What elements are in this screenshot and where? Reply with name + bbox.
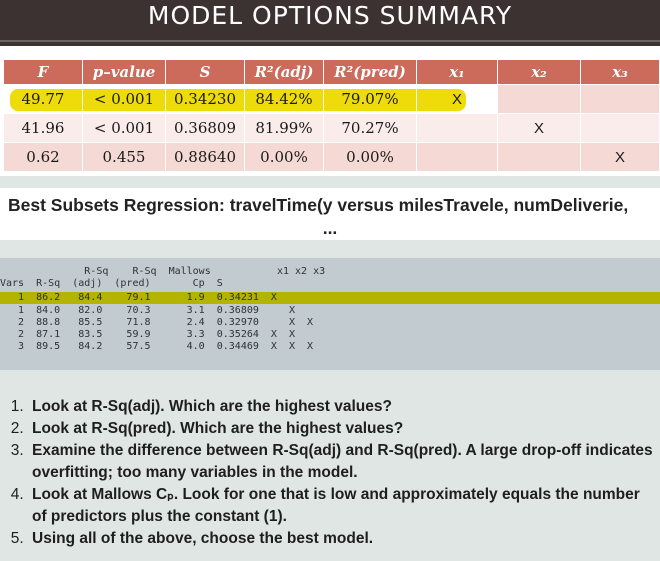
title-underline bbox=[0, 40, 660, 42]
cell-r2-adj: 81.99% bbox=[245, 114, 324, 143]
header-r2-pred: R²(pred) bbox=[324, 60, 417, 85]
cell-s: 0.36809 bbox=[166, 114, 245, 143]
cell-s: 0.88640 bbox=[166, 143, 245, 172]
cell-x3 bbox=[581, 114, 660, 143]
cell-x3: X bbox=[581, 143, 660, 172]
header-x1: x₁ bbox=[417, 60, 498, 85]
table-header-row: F p–value S R²(adj) R²(pred) x₁ x₂ x₃ bbox=[4, 60, 660, 85]
output-header-line: Vars R-Sq (adj) (pred) Cp S bbox=[0, 278, 223, 290]
output-row: 2 88.8 85.5 71.8 2.4 0.32970 X X bbox=[0, 317, 313, 329]
step-item: Using all of the above, choose the best … bbox=[28, 528, 656, 550]
step-item: Look at R-Sq(pred). Which are the highes… bbox=[28, 418, 656, 440]
output-header-line: R-Sq R-Sq Mallows x1 x2 x3 bbox=[0, 266, 325, 278]
header-r2-adj: R²(adj) bbox=[245, 60, 324, 85]
cell-f: 49.77 bbox=[4, 85, 83, 114]
page-title: MODEL OPTIONS SUMMARY bbox=[148, 1, 512, 30]
cell-x1: X bbox=[417, 85, 498, 114]
step-item: Examine the difference between R-Sq(adj)… bbox=[28, 440, 656, 484]
model-summary-table: F p–value S R²(adj) R²(pred) x₁ x₂ x₃ 49… bbox=[4, 60, 660, 171]
cell-p-value: 0.455 bbox=[83, 143, 166, 172]
regression-heading: Best Subsets Regression: travelTime(y ve… bbox=[0, 188, 660, 240]
title-bar: MODEL OPTIONS SUMMARY bbox=[0, 0, 660, 46]
section-divider bbox=[0, 176, 660, 186]
cell-f: 41.96 bbox=[4, 114, 83, 143]
cell-p-value: < 0.001 bbox=[83, 114, 166, 143]
cell-r2-adj: 84.42% bbox=[245, 85, 324, 114]
output-row-highlighted: 1 86.2 84.4 79.1 1.9 0.34231 X bbox=[0, 292, 660, 304]
cell-r2-adj: 0.00% bbox=[245, 143, 324, 172]
instruction-steps: Look at R-Sq(adj). Which are the highest… bbox=[0, 396, 656, 550]
step-item: Look at Mallows Cₚ. Look for one that is… bbox=[28, 484, 656, 528]
header-s: S bbox=[166, 60, 245, 85]
cell-p-value: < 0.001 bbox=[83, 85, 166, 114]
output-row: 2 87.1 83.5 59.9 3.3 0.35264 X X bbox=[0, 329, 295, 341]
cell-r2-pred: 79.07% bbox=[324, 85, 417, 114]
header-x3: x₃ bbox=[581, 60, 660, 85]
table-row: 49.77 < 0.001 0.34230 84.42% 79.07% X bbox=[4, 85, 660, 114]
cell-r2-pred: 70.27% bbox=[324, 114, 417, 143]
heading-line-2: ... bbox=[0, 218, 660, 239]
header-f: F bbox=[4, 60, 83, 85]
output-row: 3 89.5 84.2 57.5 4.0 0.34469 X X X bbox=[0, 341, 313, 353]
cell-x2 bbox=[498, 85, 581, 114]
cell-x3 bbox=[581, 85, 660, 114]
summary-panel: F p–value S R²(adj) R²(pred) x₁ x₂ x₃ 49… bbox=[0, 46, 660, 176]
heading-line-1: Best Subsets Regression: travelTime(y ve… bbox=[8, 195, 628, 216]
cell-x2 bbox=[498, 143, 581, 172]
table-row: 41.96 < 0.001 0.36809 81.99% 70.27% X bbox=[4, 114, 660, 143]
step-item: Look at R-Sq(adj). Which are the highest… bbox=[28, 396, 656, 418]
table-row: 0.62 0.455 0.88640 0.00% 0.00% X bbox=[4, 143, 660, 172]
cell-s: 0.34230 bbox=[166, 85, 245, 114]
cell-x1 bbox=[417, 114, 498, 143]
cell-f: 0.62 bbox=[4, 143, 83, 172]
cell-r2-pred: 0.00% bbox=[324, 143, 417, 172]
cell-x2: X bbox=[498, 114, 581, 143]
header-p-value: p–value bbox=[83, 60, 166, 85]
output-row: 1 84.0 82.0 70.3 3.1 0.36809 X bbox=[0, 305, 295, 317]
header-x2: x₂ bbox=[498, 60, 581, 85]
minitab-output: R-Sq R-Sq Mallows x1 x2 x3 Vars R-Sq (ad… bbox=[0, 258, 660, 370]
cell-x1 bbox=[417, 143, 498, 172]
